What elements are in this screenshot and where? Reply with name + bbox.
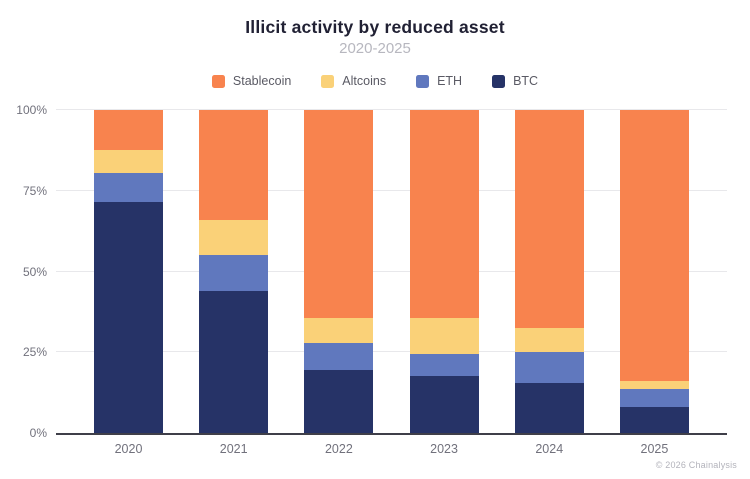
x-tick-2021: 2021 xyxy=(219,442,248,456)
bar-segment-btc-2023 xyxy=(409,376,479,433)
y-tick-100: 100% xyxy=(16,103,47,117)
bars-row xyxy=(56,110,727,433)
legend-item-altcoins: Altcoins xyxy=(321,74,386,88)
y-tick-50: 50% xyxy=(22,264,47,279)
x-axis-labels: 2020 2021 2022 2023 2024 2025 xyxy=(56,442,727,456)
gridline-50 xyxy=(56,270,727,272)
bar-segment-btc-2021 xyxy=(199,290,269,433)
bar-segment-btc-2020 xyxy=(94,202,163,433)
legend-label: ETH xyxy=(437,74,463,88)
bar-segment-stablecoin-2023 xyxy=(409,110,479,319)
bar-segment-stablecoin-2020 xyxy=(94,110,163,151)
bar-segment-altcoins-2024 xyxy=(514,328,584,353)
bar-2022 xyxy=(304,110,374,433)
bar-segment-eth-2022 xyxy=(304,342,374,371)
legend-item-btc: BTC xyxy=(492,74,538,88)
legend-label: BTC xyxy=(513,74,539,88)
y-tick-25: 25% xyxy=(22,345,47,360)
chart-subtitle: 2020-2025 xyxy=(339,40,411,57)
bar-segment-eth-2023 xyxy=(409,353,479,377)
y-tick-75: 75% xyxy=(22,183,47,198)
bar-segment-btc-2024 xyxy=(514,382,584,433)
bar-segment-altcoins-2022 xyxy=(304,318,374,343)
chart-title: Illicit activity by reduced asset xyxy=(245,17,505,37)
bar-2025 xyxy=(619,110,689,433)
bar-segment-stablecoin-2025 xyxy=(619,110,689,382)
legend-swatch-icon xyxy=(492,74,506,88)
gridline-100 xyxy=(56,109,727,110)
legend-label: Altcoins xyxy=(342,74,387,88)
legend-swatch-icon xyxy=(416,74,430,88)
plot-area: 0% 25% 50% 75% 100% 2020 2021 2022 2023 2024 2025 xyxy=(16,103,727,456)
x-tick-2022: 2022 xyxy=(324,442,353,456)
y-tick-0: 0% xyxy=(29,426,47,440)
bar-segment-stablecoin-2021 xyxy=(199,110,269,220)
chart-legend: Stablecoin Altcoins ETH BTC xyxy=(0,74,750,88)
bar-segment-altcoins-2020 xyxy=(94,150,163,173)
x-tick-2025: 2025 xyxy=(640,442,669,456)
legend-label: Stablecoin xyxy=(232,74,292,88)
legend-item-stablecoin: Stablecoin xyxy=(211,74,292,88)
bar-segment-btc-2025 xyxy=(619,407,689,433)
x-tick-2024: 2024 xyxy=(535,442,564,456)
bar-segment-btc-2022 xyxy=(304,370,374,433)
bar-2021 xyxy=(199,110,269,433)
bar-segment-altcoins-2023 xyxy=(409,318,479,354)
bar-segment-eth-2024 xyxy=(514,352,584,383)
bar-2020 xyxy=(94,110,163,433)
bar-2023 xyxy=(409,110,479,433)
bar-segment-altcoins-2025 xyxy=(619,381,689,390)
x-tick-2020: 2020 xyxy=(114,442,143,456)
bar-segment-stablecoin-2022 xyxy=(304,110,374,319)
bar-segment-eth-2025 xyxy=(619,389,689,408)
bar-segment-altcoins-2021 xyxy=(199,219,269,256)
bar-2024 xyxy=(514,110,584,433)
x-tick-2023: 2023 xyxy=(430,442,458,456)
legend-item-eth: ETH xyxy=(416,74,462,88)
bar-segment-stablecoin-2024 xyxy=(514,110,584,329)
bar-segment-eth-2020 xyxy=(94,173,163,203)
gridline-25 xyxy=(56,351,727,353)
legend-swatch-icon xyxy=(321,74,335,88)
copyright-credit: © 2026 Chainalysis xyxy=(655,460,737,470)
legend-swatch-icon xyxy=(211,74,225,88)
gridline-75 xyxy=(56,189,727,191)
bar-segment-eth-2021 xyxy=(199,255,269,291)
